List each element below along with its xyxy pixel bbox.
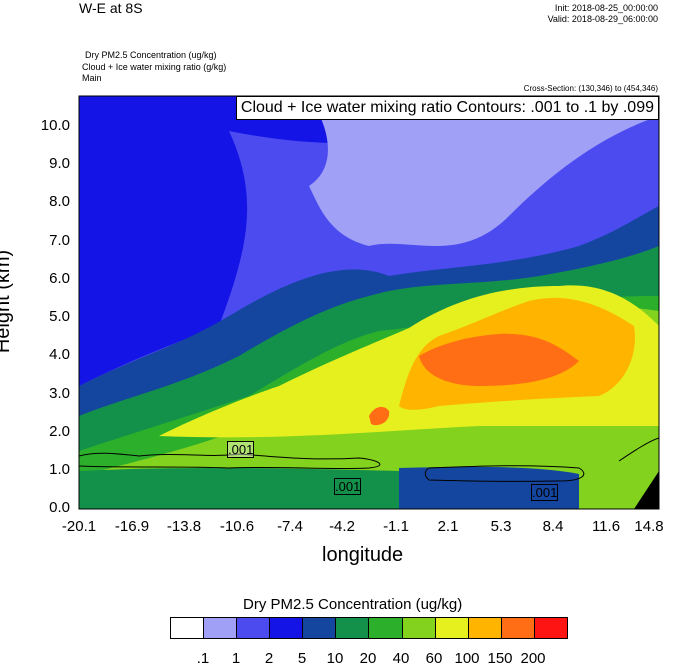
field-name-1: Dry PM2.5 Concentration (ug/kg) bbox=[85, 50, 217, 60]
colorbar-label: 100 bbox=[454, 650, 480, 667]
x-tick-label: -20.1 bbox=[61, 518, 97, 535]
field-name-2: Cloud + Ice water mixing ratio (g/kg) bbox=[82, 62, 227, 72]
y-tick-label: 10.0 bbox=[40, 117, 70, 134]
x-tick-label: 11.6 bbox=[591, 518, 621, 535]
y-axis-label: Height (km) bbox=[0, 249, 15, 354]
colorbar-swatch bbox=[369, 618, 403, 638]
colorbar-swatch bbox=[534, 618, 567, 638]
x-tick-label: 8.4 bbox=[542, 518, 564, 535]
y-tick-label: 9.0 bbox=[49, 155, 70, 172]
y-tick-label: 2.0 bbox=[49, 423, 70, 440]
x-tick-label: 14.8 bbox=[634, 518, 664, 535]
x-tick-label: -7.4 bbox=[277, 518, 303, 535]
figure-title: W-E at 8S bbox=[79, 0, 143, 16]
colorbar-label: 1 bbox=[231, 650, 241, 667]
colorbar-swatch bbox=[402, 618, 436, 638]
colorbar-label: 150 bbox=[487, 650, 513, 667]
y-tick-label: 4.0 bbox=[49, 346, 70, 363]
plot-area: Cloud + Ice water mixing ratio Contours:… bbox=[79, 96, 659, 509]
colorbar-swatch bbox=[204, 618, 238, 638]
init-time: Init: 2018-08-25_00:00:00 bbox=[554, 3, 658, 13]
colorbar-label: 5 bbox=[297, 650, 307, 667]
y-tick-label: 3.0 bbox=[49, 385, 70, 402]
y-tick-label: 6.0 bbox=[49, 270, 70, 287]
x-tick-label: 5.3 bbox=[490, 518, 512, 535]
plot-svg bbox=[79, 96, 659, 509]
colorbar-label: 40 bbox=[392, 650, 410, 667]
field-name-3: Main bbox=[82, 73, 102, 83]
valid-time: Valid: 2018-08-29_06:00:00 bbox=[547, 14, 658, 24]
y-tick-label: 8.0 bbox=[49, 193, 70, 210]
colorbar-swatch bbox=[237, 618, 271, 638]
x-tick-label: -4.2 bbox=[329, 518, 355, 535]
colorbar-swatch bbox=[468, 618, 502, 638]
colorbar-label: 60 bbox=[425, 650, 443, 667]
x-tick-label: -10.6 bbox=[219, 518, 255, 535]
colorbar-label: .1 bbox=[196, 650, 210, 667]
contour-label-1: .001 bbox=[227, 441, 255, 458]
colorbar-label: 20 bbox=[359, 650, 377, 667]
colorbar-label: 10 bbox=[326, 650, 344, 667]
colorbar-label: 2 bbox=[264, 650, 274, 667]
cross-section-label: Cross-Section: (130,346) to (454,346) bbox=[523, 84, 658, 93]
y-tick-label: 1.0 bbox=[49, 461, 70, 478]
y-tick-label: 5.0 bbox=[49, 308, 70, 325]
x-tick-label: 2.1 bbox=[437, 518, 459, 535]
contour-label-2: .001 bbox=[334, 478, 362, 495]
colorbar-label: 200 bbox=[520, 650, 546, 667]
colorbar bbox=[170, 617, 568, 639]
colorbar-swatch bbox=[501, 618, 535, 638]
contour-label-3: .001 bbox=[531, 484, 559, 501]
colorbar-title: Dry PM2.5 Concentration (ug/kg) bbox=[243, 596, 463, 613]
x-tick-label: -1.1 bbox=[383, 518, 409, 535]
x-axis-label: longitude bbox=[322, 544, 404, 566]
x-tick-label: -16.9 bbox=[114, 518, 150, 535]
y-tick-label: 0.0 bbox=[49, 499, 70, 516]
y-tick-label: 7.0 bbox=[49, 232, 70, 249]
plot-title-box: Cloud + Ice water mixing ratio Contours:… bbox=[235, 96, 659, 120]
colorbar-swatch bbox=[171, 618, 205, 638]
colorbar-swatch bbox=[270, 618, 304, 638]
x-tick-label: -13.8 bbox=[166, 518, 202, 535]
colorbar-swatch bbox=[435, 618, 469, 638]
colorbar-swatch bbox=[303, 618, 337, 638]
colorbar-swatch bbox=[336, 618, 370, 638]
